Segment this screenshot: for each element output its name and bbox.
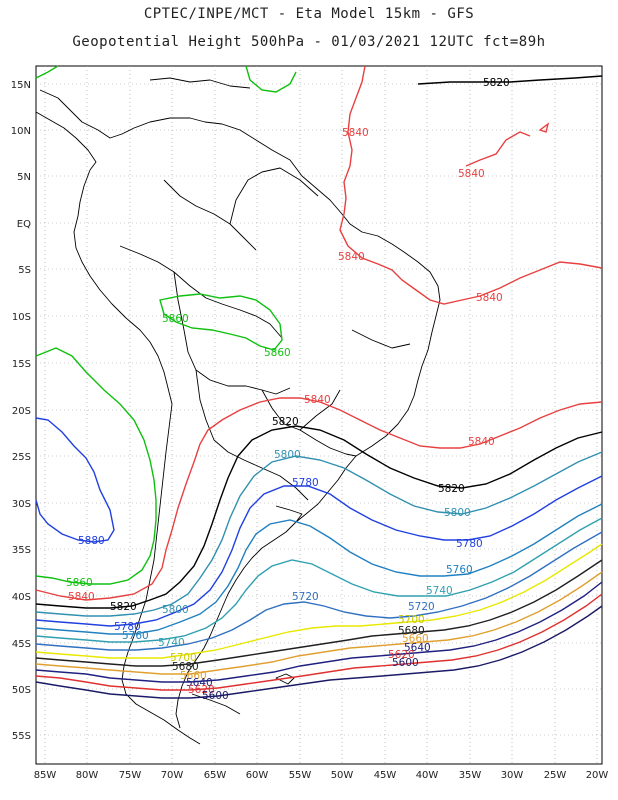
contour-5760 <box>35 503 603 635</box>
lat-label: 55S <box>12 731 31 742</box>
lat-label: EQ <box>17 219 31 230</box>
contour-5860-inland <box>159 293 283 351</box>
lat-label: 20S <box>12 406 31 417</box>
contour-label: 5780 <box>292 477 319 489</box>
contour-label: 5760 <box>446 564 473 576</box>
contour-5740 <box>35 517 603 643</box>
lat-label: 40S <box>12 592 31 603</box>
lon-label: 35W <box>459 770 482 781</box>
contour-5660 <box>35 571 603 675</box>
contour-5840-ne <box>465 131 531 167</box>
contour-label: 5600 <box>202 690 229 702</box>
contour-label: 5680 <box>398 625 425 637</box>
lat-label: 25S <box>12 452 31 463</box>
contour-label: 5700 <box>398 614 425 626</box>
contour-label: 5780 <box>114 621 141 633</box>
contour-label: 5740 <box>158 637 185 649</box>
contour-label: 5640 <box>404 642 431 654</box>
lon-label: 80W <box>76 770 99 781</box>
lon-label: 70W <box>161 770 184 781</box>
contour-label: 5820 <box>272 416 299 428</box>
contour-5640 <box>35 581 603 683</box>
contour-label: 5820 <box>110 601 137 613</box>
contour-label: 5780 <box>456 538 483 550</box>
contour-5840-north <box>339 65 603 305</box>
contour-label: 5840 <box>476 292 503 304</box>
contour-label: 5860 <box>264 347 291 359</box>
contour-5820-north <box>417 75 603 85</box>
contour-label: 5820 <box>483 77 510 89</box>
contour-5840-south <box>35 397 603 601</box>
contour-label: 5840 <box>304 394 331 406</box>
lat-label: 10S <box>12 312 31 323</box>
lon-label: 20W <box>586 770 609 781</box>
lon-label: 45W <box>374 770 397 781</box>
lat-label: 15N <box>11 80 31 91</box>
contour-5720 <box>35 531 603 651</box>
lon-label: 60W <box>246 770 269 781</box>
lon-label: 85W <box>34 770 57 781</box>
lon-label: 55W <box>289 770 312 781</box>
contour-5860-west <box>35 347 157 585</box>
lat-label: 30S <box>12 499 31 510</box>
contour-label: 5800 <box>274 449 301 461</box>
map-frame <box>35 65 603 765</box>
contour-5860-north <box>245 65 297 93</box>
contour-label: 5800 <box>162 604 189 616</box>
lat-label: 45S <box>12 639 31 650</box>
contour-label: 5800 <box>444 507 471 519</box>
contour-5780 <box>35 475 603 627</box>
contour-5700 <box>35 543 603 659</box>
contour-5680 <box>35 559 603 667</box>
lon-label: 65W <box>204 770 227 781</box>
contour-5620 <box>35 593 603 691</box>
contour-labels: 5820 5840 5840 5840 5840 5840 5840 5860 … <box>66 77 510 702</box>
map-subtitle: Geopotential Height 500hPa - 01/03/2021 … <box>72 34 546 50</box>
lon-label: 75W <box>119 770 142 781</box>
contour-label: 5880 <box>78 535 105 547</box>
contour-5860-nw <box>35 65 59 79</box>
lon-label: 25W <box>544 770 567 781</box>
contour-label: 5840 <box>338 251 365 263</box>
contour-label: 5600 <box>392 657 419 669</box>
contour-lines <box>35 65 603 699</box>
contour-label: 5660 <box>402 633 429 645</box>
grid-lines <box>36 66 602 764</box>
contour-label: 5860 <box>162 313 189 325</box>
lat-label: 50S <box>12 685 31 696</box>
contour-5600 <box>35 605 603 699</box>
contour-label: 5720 <box>292 591 319 603</box>
map-title: CPTEC/INPE/MCT - Eta Model 15km - GFS <box>143 6 475 22</box>
lat-label: 5S <box>18 265 31 276</box>
contour-5880-west <box>35 417 115 543</box>
contour-label: 5640 <box>186 677 213 689</box>
contour-label: 5620 <box>188 684 215 696</box>
lat-label: 10N <box>11 126 31 137</box>
contour-label: 5700 <box>170 652 197 664</box>
contour-label: 5680 <box>172 661 199 673</box>
lat-label: 35S <box>12 545 31 556</box>
lat-label: 15S <box>12 359 31 370</box>
contour-label: 5720 <box>408 601 435 613</box>
contour-5840-small <box>538 122 550 133</box>
contour-5820-main <box>35 425 603 609</box>
latitude-labels: 15N 10N 5N EQ 5S 10S 15S 20S 25S 30S 35S… <box>11 80 31 742</box>
contour-label: 5740 <box>426 585 453 597</box>
longitude-labels: 85W 80W 75W 70W 65W 60W 55W 50W 45W 40W … <box>34 770 609 781</box>
contour-label: 5760 <box>122 630 149 642</box>
contour-label: 5840 <box>68 591 95 603</box>
lon-label: 30W <box>501 770 524 781</box>
contour-label: 5820 <box>438 483 465 495</box>
contour-label: 5840 <box>468 436 495 448</box>
contour-label: 5620 <box>388 649 415 661</box>
contour-label: 5860 <box>66 577 93 589</box>
contour-label: 5660 <box>180 670 207 682</box>
lat-label: 5N <box>17 172 31 183</box>
contour-label: 5840 <box>342 127 369 139</box>
lon-label: 40W <box>416 770 439 781</box>
lon-label: 50W <box>331 770 354 781</box>
contour-5800 <box>35 451 603 617</box>
contour-label: 5840 <box>458 168 485 180</box>
